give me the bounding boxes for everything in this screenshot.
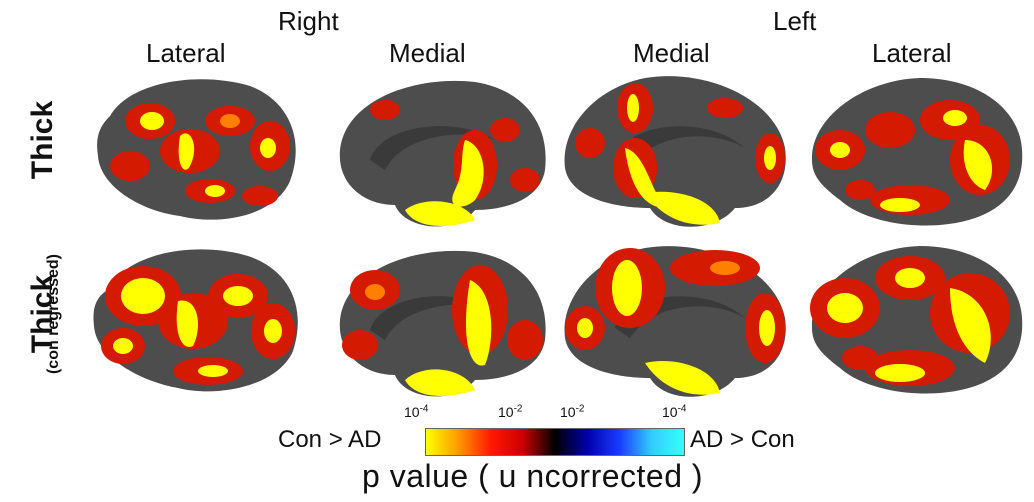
brain-lateral-left-row2: [810, 246, 1023, 394]
brain-medial-right-row2: [339, 250, 546, 397]
brain-medial-right-row1: [339, 80, 546, 227]
header-lateral-left: Lateral: [872, 38, 952, 68]
header-medial-left: Medial: [633, 38, 710, 68]
p-value-title: p value ( u ncorrected ): [362, 458, 704, 494]
header-right: Right: [278, 6, 339, 36]
colorbar-tick-2: 10-2: [498, 403, 523, 420]
colorbar: [425, 428, 685, 456]
row-label-con-regressed: (con regressed): [45, 253, 62, 375]
brain-medial-left-row2: [564, 246, 786, 397]
colorbar-right-label: AD > Con: [690, 426, 795, 453]
colorbar-tick-4: 10-4: [662, 403, 687, 420]
header-medial-right: Medial: [389, 38, 466, 68]
header-lateral-right: Lateral: [146, 38, 226, 68]
colorbar-tick-3: 10-2: [560, 403, 585, 420]
brain-lateral-right-row1: [97, 79, 296, 220]
header-left: Left: [773, 6, 817, 36]
row-label-thick: Thick: [26, 100, 59, 180]
brain-lateral-right-row2: [93, 249, 298, 392]
colorbar-tick-1: 10-4: [404, 403, 429, 420]
colorbar-left-label: Con > AD: [278, 426, 382, 453]
brain-lateral-left-row1: [811, 78, 1023, 226]
brain-medial-left-row1: [564, 76, 786, 227]
